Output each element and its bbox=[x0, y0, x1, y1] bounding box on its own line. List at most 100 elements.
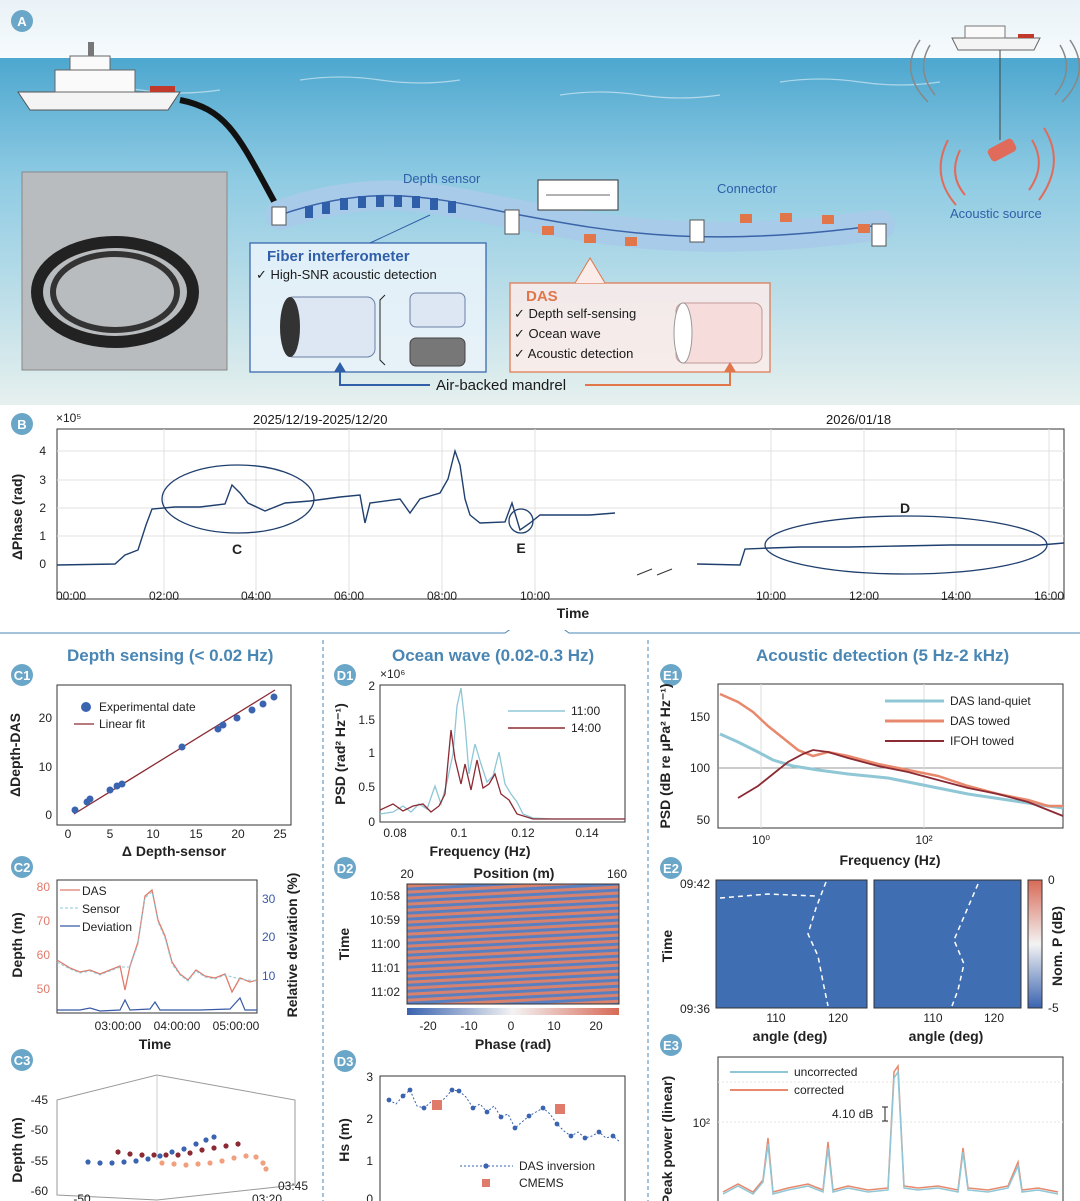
section-dividers bbox=[0, 630, 1080, 1201]
e1-chart: DAS land-quiet DAS towed IFOH towed 50 1… bbox=[657, 683, 1064, 868]
d2-heatmap bbox=[406, 883, 620, 1005]
e1-das-towed bbox=[719, 692, 1063, 808]
c1-fit-line bbox=[73, 689, 276, 815]
c2-legend-deviation: Deviation bbox=[82, 920, 132, 934]
d2-ytick: 10:59 bbox=[370, 913, 400, 927]
c3-ytick: -60 bbox=[31, 1184, 49, 1198]
e3-uncorrected bbox=[722, 1069, 1059, 1195]
b-series-1 bbox=[56, 448, 616, 566]
transducer-icon bbox=[987, 138, 1017, 162]
b-xtick: 00:00 bbox=[56, 589, 86, 603]
d1-chart: ×10⁶ 11:00 14:00 0 0.5 1 1.5 2 0.08 0.1 … bbox=[332, 667, 626, 859]
d1-exponent: ×10⁶ bbox=[380, 667, 405, 681]
e1-xtick: 10⁰ bbox=[752, 833, 770, 847]
c1-ytick: 10 bbox=[39, 760, 53, 774]
badge-d3: D3 bbox=[334, 1050, 356, 1072]
b-xtick: 04:00 bbox=[241, 589, 271, 603]
connector-label: Connector bbox=[717, 181, 777, 196]
d2-cbar-tick: 20 bbox=[589, 1019, 603, 1033]
c1-xtick: 5 bbox=[107, 827, 114, 841]
d1-xtick: 0.08 bbox=[383, 826, 407, 840]
b-ytick: 1 bbox=[39, 529, 46, 543]
annotation-c: C bbox=[232, 541, 242, 557]
das-item-1: ✓ Depth self-sensing bbox=[514, 306, 637, 321]
e2-cbar-tick: -5 bbox=[1048, 1001, 1059, 1015]
source-ripple-icon bbox=[909, 39, 1080, 103]
d2-ylabel: Time bbox=[336, 928, 352, 961]
d3-cmems-point bbox=[432, 1100, 442, 1110]
c2-xtick: 03:00:00 bbox=[95, 1019, 142, 1033]
e1-ytick: 50 bbox=[697, 813, 711, 827]
b-exponent: ×10⁵ bbox=[56, 411, 82, 425]
fi-mandrel-icon bbox=[280, 292, 466, 367]
d1-xtick: 0.1 bbox=[451, 826, 468, 840]
d2-cbar-label: Phase (rad) bbox=[475, 1036, 551, 1052]
e2-cbar-label: Nom. P (dB) bbox=[1049, 906, 1065, 986]
c2-ytick-right: 10 bbox=[262, 969, 276, 983]
acoustic-source-icon bbox=[939, 127, 1055, 206]
c1-xtick: 25 bbox=[273, 827, 287, 841]
b-xtick: 10:00 bbox=[756, 589, 786, 603]
das-item-2: ✓ Ocean wave bbox=[514, 326, 601, 341]
e3-ytick: 10² bbox=[693, 1116, 710, 1130]
b-ytick: 0 bbox=[39, 557, 46, 571]
e2-map-1 bbox=[715, 879, 868, 1009]
b-xtick: 10:00 bbox=[520, 589, 550, 603]
b-ytick: 3 bbox=[39, 473, 46, 487]
c2-legend-das: DAS bbox=[82, 884, 107, 898]
c3-xtick: -50 bbox=[73, 1192, 91, 1201]
e3-ylabel: Peak power (linear) bbox=[659, 1076, 675, 1201]
depth-sensor-label: Depth sensor bbox=[403, 171, 481, 186]
d2-cbar-tick: -20 bbox=[419, 1019, 437, 1033]
d1-ytick: 0 bbox=[368, 815, 375, 829]
c1-points bbox=[71, 693, 278, 814]
d1-ylabel: PSD (rad² Hz⁻¹) bbox=[332, 703, 348, 805]
c2-sensor-line bbox=[56, 891, 258, 982]
d2-ytick: 11:02 bbox=[371, 985, 400, 999]
c2-xlabel: Time bbox=[139, 1036, 172, 1050]
d1-legend-1100: 11:00 bbox=[571, 704, 600, 718]
d3-ytick: 2 bbox=[366, 1112, 373, 1126]
badge-e3: E3 bbox=[660, 1034, 682, 1056]
badge-d2: D2 bbox=[334, 857, 356, 879]
badge-e1: E1 bbox=[660, 664, 682, 686]
c1-xtick: 20 bbox=[231, 827, 245, 841]
e1-ytick: 150 bbox=[690, 710, 710, 724]
section-d-title: Ocean wave (0.02-0.3 Hz) bbox=[392, 646, 595, 665]
badge-a: A bbox=[11, 10, 33, 32]
e-circle bbox=[508, 508, 534, 534]
c2-ytick-left: 80 bbox=[37, 880, 51, 894]
d3-legend-das: DAS inversion bbox=[519, 1159, 595, 1173]
d-ellipse bbox=[764, 515, 1048, 575]
c2-deviation-line bbox=[57, 996, 257, 1012]
e2-t-bottom: 09:36 bbox=[680, 1002, 710, 1016]
e1-ifoh-towed bbox=[737, 749, 1064, 817]
e2-xtick: 120 bbox=[828, 1011, 848, 1025]
das-item-text: Depth self-sensing bbox=[528, 306, 637, 321]
b-ytick: 2 bbox=[39, 501, 46, 515]
c3-series-red bbox=[115, 1141, 241, 1158]
e2-ylabel: Time bbox=[659, 930, 675, 963]
connector-icon bbox=[271, 206, 887, 247]
d2-cbar-tick: 10 bbox=[547, 1019, 561, 1033]
c1-ylabel: ΔDepth-DAS bbox=[7, 713, 23, 797]
e3-annotation: 4.10 dB bbox=[832, 1107, 873, 1121]
d2-title: Position (m) bbox=[474, 865, 555, 881]
section-e-title: Acoustic detection (5 Hz-2 kHz) bbox=[756, 646, 1010, 665]
badge-c1: C1 bbox=[11, 664, 33, 686]
c1-legend-exp: Experimental date bbox=[99, 700, 196, 714]
e3-legend-corrected: corrected bbox=[794, 1083, 844, 1097]
c3-series-orange bbox=[159, 1153, 269, 1172]
e2-chart: 09:42 09:36 Time 110 120 110 120 angle (… bbox=[659, 873, 1065, 1044]
d3-ylabel: Hs (m) bbox=[336, 1118, 352, 1162]
c3-t2: 03:20 bbox=[252, 1192, 282, 1201]
d1-legend-1400: 14:00 bbox=[571, 721, 601, 735]
d1-ytick: 2 bbox=[368, 679, 375, 693]
panel-a-illustration bbox=[0, 0, 1080, 405]
d1-xtick: 0.14 bbox=[575, 826, 599, 840]
b-xtick: 06:00 bbox=[334, 589, 364, 603]
c2-legend-sensor: Sensor bbox=[82, 902, 120, 916]
d1-ytick: 0.5 bbox=[358, 780, 375, 794]
e3-corrected bbox=[722, 1063, 1059, 1193]
c3-ylabel: Depth (m) bbox=[9, 1117, 25, 1182]
